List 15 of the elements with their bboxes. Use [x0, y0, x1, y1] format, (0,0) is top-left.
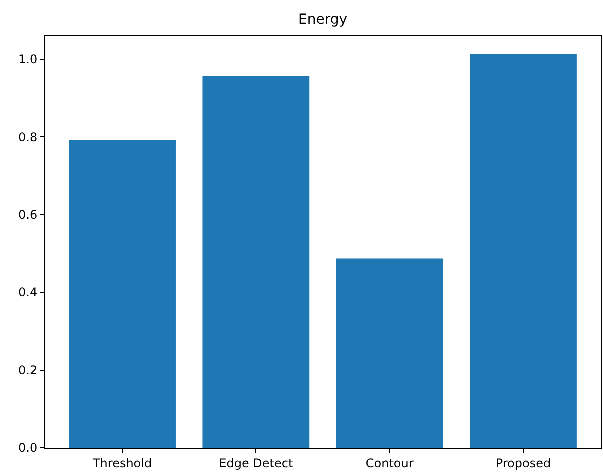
y-tick-label: 1.0 — [18, 52, 38, 67]
x-tick-label: Contour — [366, 456, 414, 470]
y-tick-label: 0.2 — [18, 363, 38, 378]
y-tick-label: 0.0 — [18, 441, 38, 456]
bar — [202, 76, 310, 448]
y-tick-label: 0.6 — [18, 208, 38, 222]
x-tick-label: Threshold — [92, 456, 152, 470]
y-tick-label: 0.4 — [18, 286, 38, 300]
bar — [69, 140, 176, 448]
chart-title: Energy — [298, 12, 348, 28]
x-tick-label: Edge Detect — [219, 456, 294, 470]
y-tick-label: 0.8 — [18, 130, 38, 144]
x-tick-label: Proposed — [496, 456, 552, 470]
bar — [470, 54, 577, 448]
bar — [336, 258, 444, 448]
